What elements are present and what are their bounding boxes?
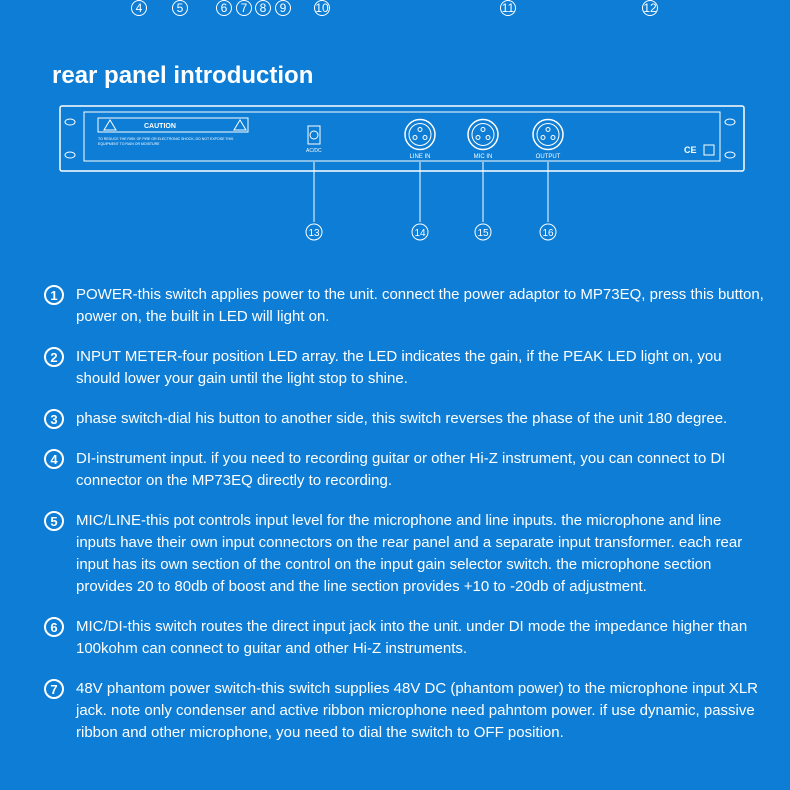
description-item-1: 1 POWER-this switch applies power to the … [44,284,764,328]
item-text: MIC/LINE-this pot controls input level f… [76,510,764,598]
description-item-3: 3 phase switch-dial his button to another… [44,408,764,430]
top-ref-9: 9 [275,0,291,16]
top-ref-11: 11 [500,0,516,16]
description-item-7: 7 48V phantom power switch-this switch su… [44,678,764,744]
top-ref-5: 5 [172,0,188,16]
top-ref-12: 12 [642,0,658,16]
svg-text:15: 15 [477,228,489,239]
svg-text:EQUIPMENT TO RAIN OR MOISTURE: EQUIPMENT TO RAIN OR MOISTURE [98,142,160,146]
item-number: 4 [44,449,64,469]
top-ref-8: 8 [255,0,271,16]
section-heading: rear panel introduction [52,62,313,90]
top-ref-10: 10 [314,0,330,16]
item-number: 1 [44,285,64,305]
numbered-descriptions: 1 POWER-this switch applies power to the … [44,284,764,762]
svg-text:14: 14 [414,228,426,239]
svg-text:CAUTION: CAUTION [144,123,176,130]
item-text: MIC/DI-this switch routes the direct inp… [76,616,764,660]
top-reference-numbers: 4 5 6789 10 11 12 [0,0,790,18]
item-text: INPUT METER-four position LED array. the… [76,346,764,390]
top-ref-4: 4 [131,0,147,16]
item-text: DI-instrument input. if you need to reco… [76,448,764,492]
svg-text:LINE IN: LINE IN [409,154,430,160]
item-number: 6 [44,617,64,637]
svg-text:TO REDUCE THE RISK OF FIRE OR: TO REDUCE THE RISK OF FIRE OR ELECTRONIC… [98,137,234,141]
item-number: 2 [44,347,64,367]
svg-text:13: 13 [308,228,320,239]
item-number: 7 [44,679,64,699]
item-number: 3 [44,409,64,429]
svg-text:MIC IN: MIC IN [474,154,493,160]
svg-text:AC/DC: AC/DC [306,148,322,154]
description-item-4: 4 DI-instrument input. if you need to rec… [44,448,764,492]
description-item-2: 2 INPUT METER-four position LED array. th… [44,346,764,390]
item-number: 5 [44,511,64,531]
item-text: POWER-this switch applies power to the u… [76,284,764,328]
item-text: 48V phantom power switch-this switch sup… [76,678,764,744]
rear-panel-diagram: CAUTION TO REDUCE THE RISK OF FIRE OR ELE… [58,104,746,244]
top-ref-6: 6 [216,0,232,16]
description-item-5: 5 MIC/LINE-this pot controls input level … [44,510,764,598]
item-text: phase switch-dial his button to another … [76,408,727,430]
svg-text:OUTPUT: OUTPUT [536,154,561,160]
svg-text:16: 16 [542,228,554,239]
svg-text:CE: CE [684,145,697,155]
description-item-6: 6 MIC/DI-this switch routes the direct in… [44,616,764,660]
top-ref-7: 7 [236,0,252,16]
